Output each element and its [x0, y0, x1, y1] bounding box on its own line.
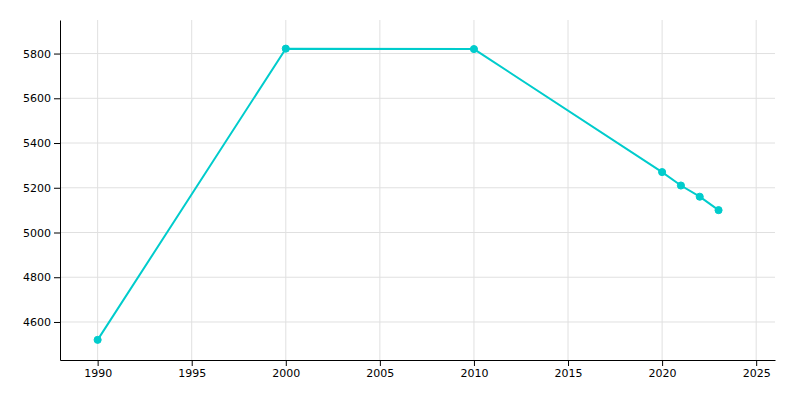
chart: 1990 1995 2000 2005 2010 2015 2020 2025 4600 4800…	[0, 0, 800, 400]
axis-line	[61, 360, 776, 361]
tick: 4800	[23, 271, 60, 284]
point	[94, 336, 101, 343]
tick-mark	[54, 98, 60, 99]
tick-label: 4800	[23, 271, 51, 284]
tick-mark	[54, 188, 60, 189]
tick-label: 5800	[23, 48, 51, 61]
tick: 2005	[366, 360, 394, 380]
y-axis: 4600 4800 5000 5200 5400 5600 5800	[23, 21, 61, 361]
grid-line	[60, 321, 775, 322]
line	[98, 49, 719, 340]
tick: 2000	[272, 360, 300, 380]
grid-line	[60, 143, 775, 144]
tick: 2020	[649, 360, 677, 380]
tick-label: 5000	[23, 227, 51, 240]
grid-line	[97, 20, 98, 360]
point	[659, 169, 666, 176]
tick-mark	[98, 360, 99, 366]
tick: 5400	[23, 137, 60, 150]
tick-mark	[756, 360, 757, 366]
grid-line	[60, 53, 775, 54]
tick-label: 2025	[743, 367, 771, 380]
tick-label: 2020	[649, 367, 677, 380]
tick-mark	[568, 360, 569, 366]
tick: 1995	[178, 360, 206, 380]
tick: 2015	[555, 360, 583, 380]
point	[715, 207, 722, 214]
tick-mark	[192, 360, 193, 366]
grid-line	[473, 20, 474, 360]
tick-mark	[286, 360, 287, 366]
tick-label: 4600	[23, 316, 51, 329]
tick: 5200	[23, 182, 60, 195]
tick: 2025	[743, 360, 771, 380]
point	[677, 182, 684, 189]
tick: 1990	[84, 360, 112, 380]
plot: 1990 1995 2000 2005 2010 2015 2020 2025 4600 4800…	[23, 20, 776, 380]
tick: 5600	[23, 92, 60, 105]
grid-line	[662, 20, 663, 360]
tick-mark	[54, 54, 60, 55]
tick: 4600	[23, 316, 60, 329]
grid-line	[285, 20, 286, 360]
tick-label: 2005	[366, 367, 394, 380]
tick-mark	[54, 277, 60, 278]
tick-label: 2010	[460, 367, 488, 380]
tick: 5000	[23, 227, 60, 240]
tick-mark	[662, 360, 663, 366]
grid-line	[60, 98, 775, 99]
tick-label: 1995	[178, 367, 206, 380]
tick-mark	[380, 360, 381, 366]
tick-label: 2000	[272, 367, 300, 380]
grid-line	[60, 277, 775, 278]
tick: 2010	[460, 360, 488, 380]
point	[282, 45, 289, 52]
tick-mark	[54, 322, 60, 323]
tick-label: 5600	[23, 92, 51, 105]
grid-line	[568, 20, 569, 360]
tick-mark	[54, 143, 60, 144]
tick-mark	[474, 360, 475, 366]
axis-line	[60, 21, 61, 361]
grid-line	[60, 187, 775, 188]
grid-line	[191, 20, 192, 360]
tick-label: 2015	[555, 367, 583, 380]
point	[696, 193, 703, 200]
tick-label: 5200	[23, 182, 51, 195]
tick-label: 1990	[84, 367, 112, 380]
tick: 5800	[23, 48, 60, 61]
tick-mark	[54, 233, 60, 234]
grid-line	[756, 20, 757, 360]
grid-line	[379, 20, 380, 360]
tick-label: 5400	[23, 137, 51, 150]
point	[470, 46, 477, 53]
x-axis: 1990 1995 2000 2005 2010 2015 2020 2025	[61, 360, 776, 380]
series	[94, 45, 722, 343]
grid	[60, 20, 775, 360]
